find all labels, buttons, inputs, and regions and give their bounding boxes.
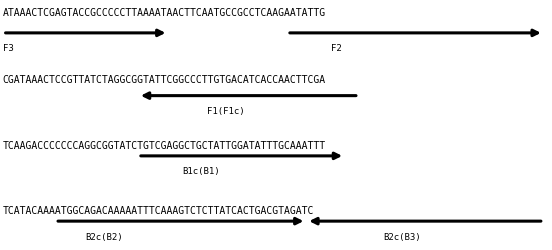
Text: TCATACAAAATGGCAGACAAAAATTTCAAAGTCTCTTATCACTGACGTAGATC: TCATACAAAATGGCAGACAAAAATTTCAAAGTCTCTTATC…: [3, 205, 314, 215]
Text: TCAAGACCCCCCCAGGCGGTATCTGTCGAGGCTGCTATTGGATATTTGCAAATTT: TCAAGACCCCCCCAGGCGGTATCTGTCGAGGCTGCTATTG…: [3, 140, 326, 150]
Text: B1c(B1): B1c(B1): [182, 166, 220, 175]
Text: ATAAACTCGAGTACCGCCCCCTTAAAATAACTTCAATGCCGCCTCAAGAATATTG: ATAAACTCGAGTACCGCCCCCTTAAAATAACTTCAATGCC…: [3, 8, 326, 18]
Text: B2c(B3): B2c(B3): [384, 232, 421, 241]
Text: F3: F3: [3, 44, 13, 53]
Text: F1(F1c): F1(F1c): [207, 106, 245, 115]
Text: CGATAAACTCCGTTATCTAGGCGGTATTCGGCCCTTGTGACATCACCAACTTCGA: CGATAAACTCCGTTATCTAGGCGGTATTCGGCCCTTGTGA…: [3, 75, 326, 85]
Text: B2c(B2): B2c(B2): [86, 232, 123, 241]
Text: F2: F2: [331, 44, 342, 53]
